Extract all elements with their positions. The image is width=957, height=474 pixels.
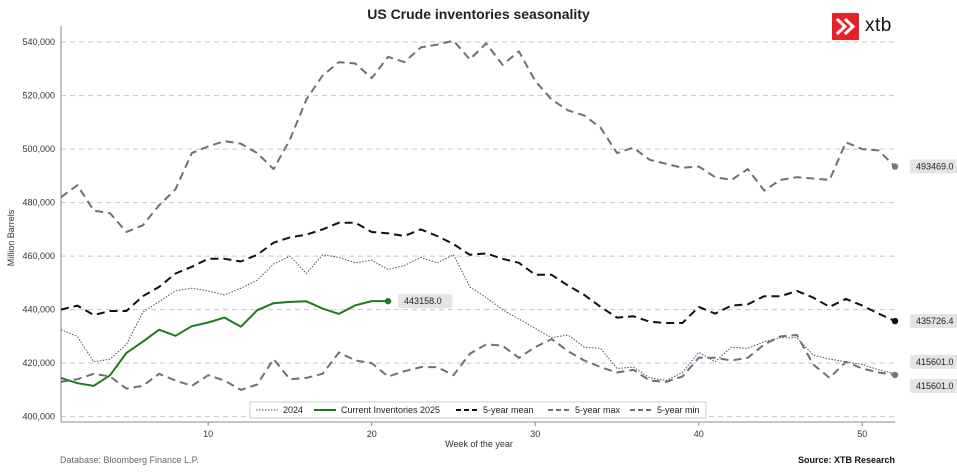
legend-label: 2024 [283,405,303,415]
y-axis-ticks: 400,000 420,000 440,000 460,000 480,000 500,0… [22,37,55,422]
x-axis-ticks: 10 20 30 40 50 [203,422,867,439]
x-tick-label: 30 [530,429,540,439]
y-tick-label: 540,000 [22,37,55,47]
series-line-current-inventories-2025 [60,300,389,387]
min-end-label-bg [910,378,957,393]
gridlines [61,41,895,418]
xtb-logo-text: xtb [865,15,892,36]
series-lines [60,39,896,391]
x-tick-label: 10 [203,429,213,439]
x-tick-label: 20 [367,429,377,439]
xtb-logo-mark-icon [832,12,859,40]
series-line-5-year-mean [60,221,896,324]
xtb-logo: xtb [832,12,892,40]
x-tick-label: 40 [694,429,704,439]
y-axis-label: Million Barrels [6,209,16,266]
y-tick-label: 480,000 [22,198,55,208]
y-tick-label: 500,000 [22,144,55,154]
min-end-marker [891,371,899,379]
y-tick-label: 400,000 [22,412,55,422]
mean-end-label: 435726.4 [916,316,954,326]
axes [60,26,895,423]
x-tick-label: 50 [857,429,867,439]
mean-end-label-bg [910,314,957,329]
y-tick-label: 460,000 [22,251,55,261]
avg-end-label-bg [910,354,957,369]
source-note: Source: XTB Research [797,455,895,465]
current-end-marker [384,297,392,305]
legend-label: 5-year min [657,405,700,415]
y-tick-label: 440,000 [22,305,55,315]
legend-label: 5-year mean [483,405,534,415]
max-end-marker [891,163,899,170]
max-end-label-bg [910,159,957,174]
mean-end-marker [891,317,899,325]
series-line-5-year-max [60,39,896,233]
database-note: Database: Bloomberg Finance L.P. [60,455,199,465]
legend-label: Current Inventories 2025 [341,405,440,415]
legend-label: 5-year max [575,405,621,415]
y-tick-label: 520,000 [22,91,55,101]
current-end-label: 443158.0 [404,296,442,306]
max-end-label: 493469.0 [916,162,954,172]
x-axis-label: Week of the year [445,439,513,449]
y-tick-label: 420,000 [22,358,55,368]
series-line-5-year-min [60,334,896,391]
min-end-label: 415601.0 [916,381,954,391]
chart-title: US Crude inventories seasonality [367,6,590,22]
legend-box [249,401,707,419]
current-end-label-bg [398,294,453,309]
avg-end-label: 415601.0 [916,357,954,367]
end-labels: 443158.0 493469.0 435726.4 415601.0 415601.0 [384,159,957,393]
series-line-2024 [60,254,896,381]
legend: 2024 Current Inventories 2025 5-year mean 5… [249,401,707,419]
